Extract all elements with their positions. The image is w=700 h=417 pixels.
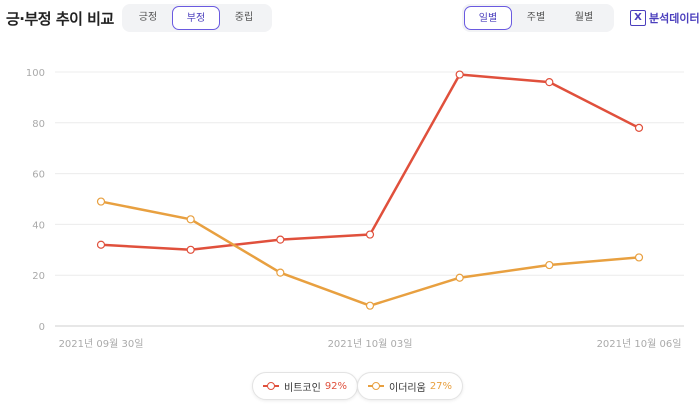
data-point — [276, 268, 285, 277]
legend-percent: 27% — [429, 380, 453, 392]
y-tick-label: 80 — [32, 119, 45, 130]
legend-marker-icon — [263, 381, 279, 391]
x-tick-label: 2021년 09월 30일 — [59, 338, 144, 350]
tab-neutral[interactable]: 중립 — [234, 12, 254, 23]
series-line — [100, 200, 640, 307]
sentiment-toggle: 긍정 부정 중립 — [122, 4, 272, 32]
analysis-data-label: 분석데이터 — [649, 12, 700, 25]
legend-label: 이더리움 — [389, 382, 426, 394]
legend-label: 비트코인 — [284, 382, 321, 394]
tab-negative[interactable]: 부정 — [172, 6, 220, 30]
legend-percent: 92% — [324, 380, 348, 392]
data-point — [634, 123, 644, 132]
data-point — [96, 197, 106, 206]
tab-monthly[interactable]: 월별 — [574, 12, 594, 23]
data-point — [455, 273, 464, 282]
x-tick-label: 2021년 10월 06일 — [597, 338, 682, 350]
data-point — [545, 78, 554, 87]
analysis-data-button[interactable]: X 분석데이터 — [630, 10, 700, 26]
legend-item-ethereum[interactable]: 이더리움 27% — [357, 372, 464, 400]
data-point — [365, 301, 375, 310]
y-tick-label: 60 — [32, 170, 45, 181]
y-tick-label: 100 — [26, 68, 45, 79]
y-tick-label: 40 — [32, 220, 45, 231]
y-tick-label: 20 — [32, 271, 45, 282]
data-point — [96, 240, 106, 249]
data-point — [455, 70, 464, 79]
series-line — [100, 73, 640, 252]
legend-marker-icon — [368, 381, 384, 391]
data-point — [186, 215, 195, 224]
x-tick-label: 2021년 10월 03일 — [328, 338, 413, 350]
tab-weekly[interactable]: 주별 — [526, 12, 546, 23]
data-point — [186, 245, 195, 254]
tab-daily[interactable]: 일별 — [464, 6, 512, 30]
data-point — [365, 230, 375, 239]
excel-icon: X — [630, 10, 646, 26]
tab-positive[interactable]: 긍정 — [138, 12, 158, 23]
data-point — [276, 235, 285, 244]
data-point — [545, 260, 554, 270]
data-point — [634, 253, 644, 262]
page-title: 긍·부정 추이 비교 — [6, 10, 114, 28]
period-toggle: 일별 주별 월별 — [462, 4, 614, 32]
y-tick-label: 0 — [39, 322, 45, 333]
line-chart: 0 20 40 60 80 100 2021년 09월 30일 2021년 10월 03일 20… — [26, 68, 684, 350]
legend-item-bitcoin[interactable]: 비트코인 92% — [252, 372, 359, 400]
